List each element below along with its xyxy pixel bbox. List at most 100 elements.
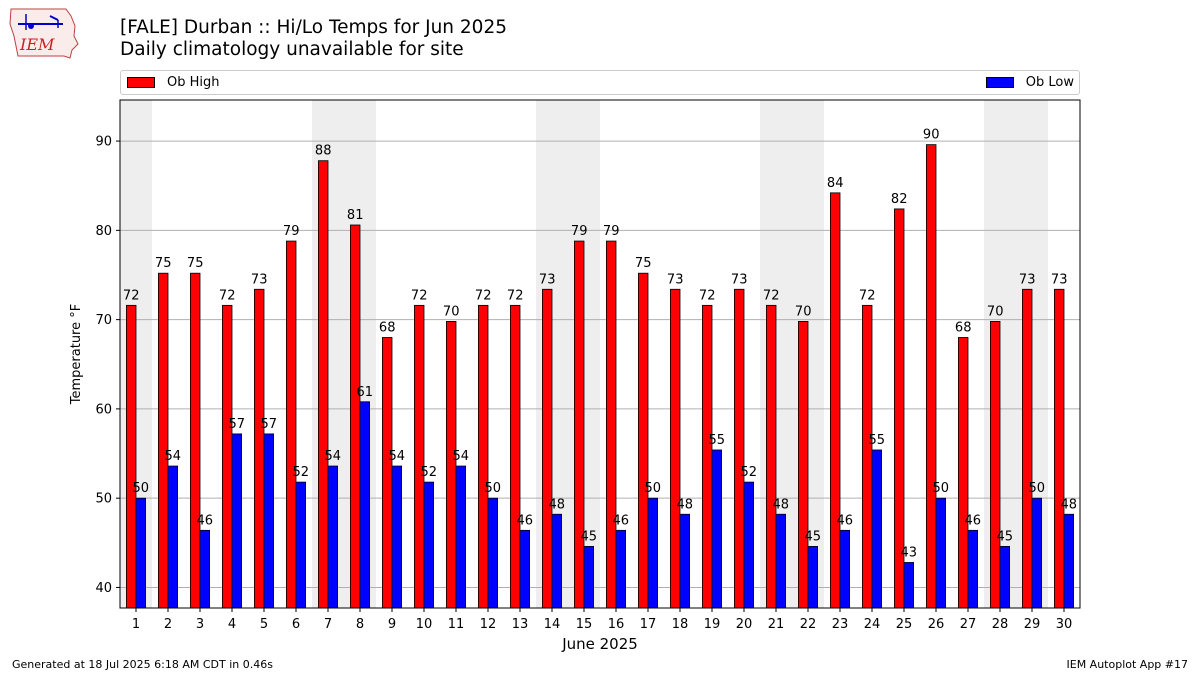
data-label-ob-low-day-26: 50	[933, 481, 950, 496]
bar-ob-low-day-16	[615, 529, 627, 609]
data-label-ob-low-day-7: 54	[325, 449, 342, 464]
x-tick-label-2: 2	[164, 617, 172, 632]
data-label-ob-high-day-8: 81	[347, 208, 364, 223]
x-tick-label-30: 30	[1056, 617, 1073, 632]
x-tick-label-4: 4	[228, 617, 236, 632]
bar-ob-low-day-9	[391, 465, 403, 609]
data-label-ob-high-day-13: 72	[507, 288, 524, 303]
bar-ob-low-day-7	[327, 465, 339, 609]
x-tick-label-28: 28	[992, 617, 1009, 632]
data-label-ob-low-day-15: 45	[581, 529, 598, 544]
data-label-ob-high-day-25: 82	[891, 192, 908, 207]
bar-ob-high-day-10	[413, 304, 425, 609]
bar-ob-low-day-22	[807, 545, 819, 609]
data-label-ob-low-day-22: 45	[805, 529, 822, 544]
bar-ob-high-day-13	[509, 304, 521, 609]
bar-ob-high-day-20	[734, 288, 745, 609]
x-tick-label-22: 22	[800, 617, 817, 632]
bar-ob-low-day-18	[679, 513, 691, 609]
data-label-ob-high-day-17: 75	[635, 256, 652, 271]
grid-lines	[120, 140, 1080, 588]
data-label-ob-high-day-24: 72	[859, 288, 876, 303]
bar-ob-high-day-27	[958, 337, 969, 609]
bar-ob-high-day-11	[445, 321, 457, 609]
y-axis-label: Temperature °F	[69, 304, 84, 405]
bar-ob-high-day-12	[477, 304, 489, 609]
x-tick-label-17: 17	[640, 617, 657, 632]
bar-ob-high-day-5	[253, 288, 265, 609]
x-tick-label-21: 21	[768, 617, 785, 632]
data-label-ob-high-day-14: 73	[539, 272, 556, 287]
x-tick-label-15: 15	[576, 617, 593, 632]
bar-ob-low-day-19	[711, 449, 723, 609]
data-label-ob-high-day-16: 79	[603, 224, 620, 239]
logo-text: IEM	[19, 35, 55, 54]
bar-ob-high-day-21	[766, 304, 777, 609]
data-label-ob-low-day-16: 46	[613, 513, 630, 528]
bar-ob-low-day-28	[999, 545, 1011, 609]
legend-swatch-ob-low	[985, 77, 1014, 88]
footer-generated: Generated at 18 Jul 2025 6:18 AM CDT in …	[12, 658, 273, 671]
bar-ob-low-day-1	[135, 497, 147, 609]
x-tick-label-9: 9	[388, 617, 396, 632]
y-tick-label-40: 40	[95, 581, 112, 596]
x-tick-label-5: 5	[260, 617, 268, 632]
data-label-ob-low-day-3: 46	[197, 513, 214, 528]
data-label-ob-low-day-30: 48	[1061, 497, 1078, 512]
data-label-ob-low-day-14: 48	[549, 497, 566, 512]
bar-ob-high-day-14	[542, 288, 553, 609]
data-label-ob-high-day-15: 79	[571, 224, 588, 239]
data-label-ob-low-day-17: 50	[645, 481, 662, 496]
bar-ob-high-day-7	[317, 160, 329, 609]
bar-ob-high-day-2	[157, 272, 169, 609]
data-label-ob-high-day-6: 79	[283, 224, 300, 239]
bar-ob-low-day-10	[423, 481, 435, 609]
bar-ob-high-day-26	[926, 144, 937, 609]
data-label-ob-high-day-18: 73	[667, 272, 684, 287]
data-label-ob-high-day-22: 70	[795, 304, 812, 319]
x-tick-label-16: 16	[608, 617, 625, 632]
bar-ob-low-day-11	[455, 465, 467, 609]
data-label-ob-high-day-30: 73	[1051, 272, 1068, 287]
title-line-2: Daily climatology unavailable for site	[120, 39, 464, 60]
data-label-ob-low-day-2: 54	[165, 449, 182, 464]
bar-ob-high-day-4	[221, 304, 233, 609]
data-label-ob-high-day-26: 90	[923, 128, 940, 143]
bar-ob-low-day-4	[231, 433, 243, 609]
x-tick-label-12: 12	[480, 617, 497, 632]
legend-item-ob-high: Ob High	[127, 75, 220, 90]
footer-app: IEM Autoplot App #17	[1066, 658, 1189, 671]
bar-ob-low-day-26	[935, 497, 947, 609]
data-label-ob-high-day-7: 88	[315, 144, 332, 159]
bar-ob-low-day-15	[583, 545, 595, 609]
bar-ob-high-day-28	[990, 321, 1001, 609]
x-tick-label-13: 13	[512, 617, 529, 632]
data-label-ob-low-day-8: 61	[357, 385, 374, 400]
bar-ob-high-day-9	[381, 337, 393, 609]
x-tick-label-10: 10	[416, 617, 433, 632]
bar-ob-low-day-23	[839, 529, 851, 609]
data-label-ob-low-day-11: 54	[453, 449, 470, 464]
bar-ob-low-day-25	[903, 562, 915, 609]
data-label-ob-low-day-25: 43	[901, 545, 918, 560]
y-tick-label-90: 90	[95, 135, 112, 150]
x-axis-label: June 2025	[561, 635, 638, 653]
legend-label-ob-low: Ob Low	[1025, 75, 1074, 90]
data-label-ob-high-day-11: 70	[443, 304, 460, 319]
title-line-1: [FALE] Durban :: Hi/Lo Temps for Jun 202…	[120, 17, 507, 38]
y-tick-label-60: 60	[95, 402, 112, 417]
bar-ob-low-day-27	[967, 529, 979, 609]
data-label-ob-high-day-1: 72	[123, 288, 140, 303]
y-tick-label-80: 80	[95, 224, 112, 239]
bar-ob-high-day-16	[606, 240, 617, 609]
bar-ob-low-day-17	[647, 497, 659, 609]
legend: Ob High Ob Low	[120, 70, 1080, 95]
data-label-ob-high-day-2: 75	[155, 256, 172, 271]
data-label-ob-high-day-9: 68	[379, 320, 396, 335]
data-label-ob-low-day-24: 55	[869, 433, 886, 448]
data-label-ob-high-day-5: 73	[251, 272, 268, 287]
data-label-ob-low-day-1: 50	[133, 481, 150, 496]
data-label-ob-high-day-28: 70	[987, 304, 1004, 319]
legend-label-ob-high: Ob High	[167, 75, 220, 90]
